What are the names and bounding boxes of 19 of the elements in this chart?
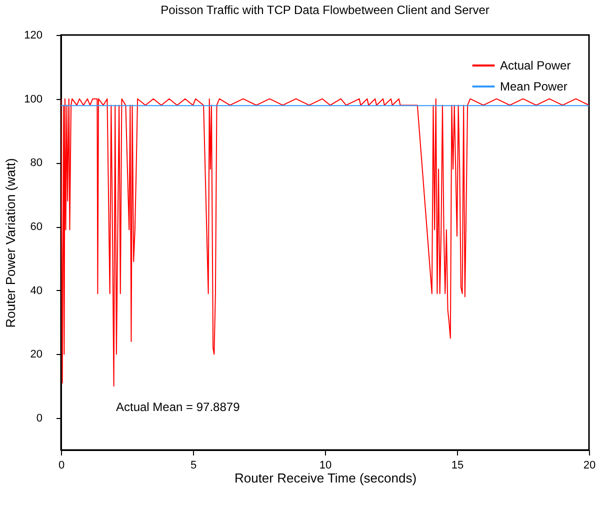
x-tick-label: 0: [58, 460, 65, 472]
legend-label: Actual Power: [500, 58, 571, 72]
y-axis-title: Router Power Variation (watt): [3, 158, 18, 328]
chart-title: Poisson Traffic with TCP Data Flowbetween Client and Server: [160, 3, 490, 17]
x-tick-label: 15: [451, 460, 464, 472]
x-tick-label: 20: [583, 460, 596, 472]
y-tick-label: 20: [30, 348, 42, 361]
annotation: Actual Mean = 97.8879: [116, 400, 240, 414]
legend-label: Mean Power: [500, 80, 568, 94]
y-tick-label: 60: [30, 221, 42, 234]
y-tick-label: 0: [36, 412, 42, 425]
x-tick-label: 5: [190, 460, 197, 472]
y-tick-label: 120: [24, 30, 42, 42]
y-tick-label: 40: [30, 284, 42, 297]
y-tick-label: 80: [30, 157, 42, 170]
line-series: [61, 98, 589, 387]
x-axis-title: Router Receive Time (seconds): [234, 470, 417, 486]
y-tick-label: 100: [24, 93, 42, 106]
x-tick-label: 10: [319, 460, 332, 472]
